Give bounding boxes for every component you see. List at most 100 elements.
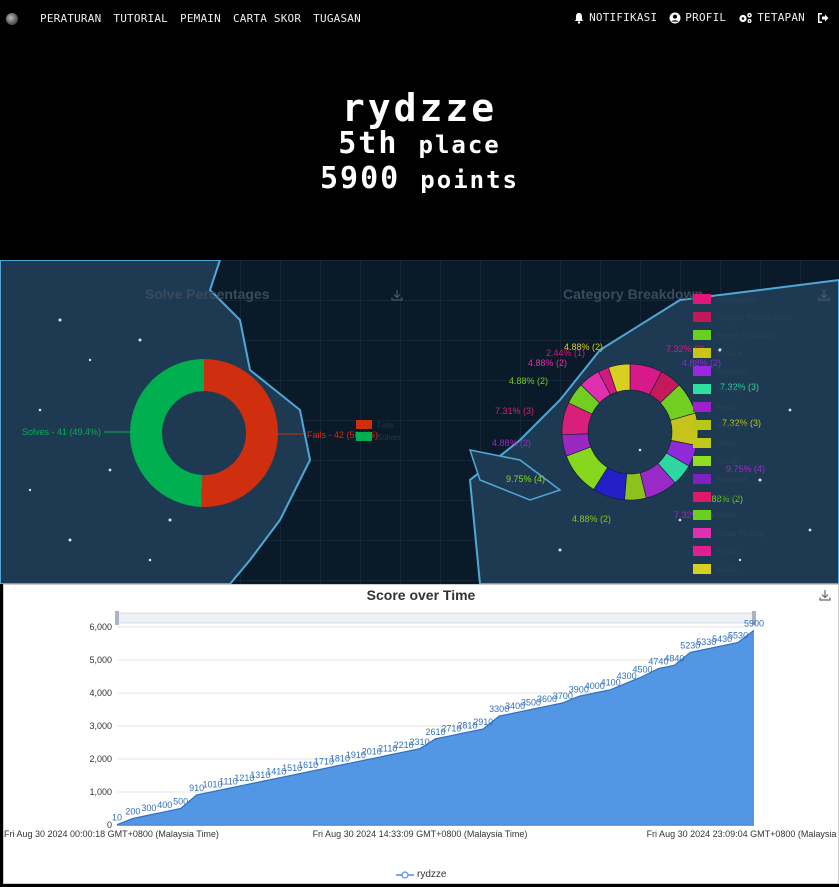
- legend-swatch-category[interactable]: [693, 420, 711, 430]
- pie-slice-fails[interactable]: [201, 359, 279, 507]
- nav-link-pemain[interactable]: PEMAIN: [180, 12, 221, 25]
- cogs-icon: [739, 12, 753, 23]
- legend-label-category: Wilayah Persekutuan: [716, 313, 792, 322]
- data-label: 4500: [633, 665, 653, 675]
- logo-icon[interactable]: [6, 13, 18, 25]
- legend-swatch-category[interactable]: [693, 474, 711, 484]
- legend-label-category: Kedah: [716, 493, 739, 502]
- legend-swatch-category[interactable]: [693, 402, 711, 412]
- data-label: 1910: [346, 750, 366, 760]
- notifications-label: NOTIFIKASI: [589, 11, 658, 24]
- legend-swatch-category[interactable]: [693, 384, 711, 394]
- legend-label-category: Sabah: [716, 565, 739, 574]
- place-word: place: [418, 131, 501, 159]
- data-label: 2910: [473, 717, 493, 727]
- legend-label-category: Negeri Sembilan: [716, 331, 775, 340]
- nav-right: NOTIFIKASI PROFIL TETAPAN: [573, 11, 829, 24]
- player-name: rydzze: [341, 86, 498, 130]
- legend-swatch-category[interactable]: [693, 366, 711, 376]
- logout-link[interactable]: [817, 12, 829, 24]
- data-label: 5900: [744, 618, 764, 628]
- x-tick-label: Fri Aug 30 2024 23:09:04 GMT+0800 (Malay…: [647, 829, 838, 839]
- legend-swatch-category[interactable]: [693, 456, 711, 466]
- data-label: 300: [141, 803, 156, 813]
- nav-link-tutorial[interactable]: TUTORIAL: [113, 12, 168, 25]
- legend-swatch-category[interactable]: [693, 348, 711, 358]
- nav-link-tugasan[interactable]: TUGASAN: [313, 12, 361, 25]
- nav-link-carta-skor[interactable]: CARTA SKOR: [232, 12, 302, 25]
- score-chart-title: Score over Time: [366, 587, 476, 603]
- data-label: 10: [112, 813, 122, 823]
- download-icon[interactable]: [391, 289, 403, 301]
- category-breakdown-title: Category Breakdown: [563, 286, 704, 302]
- legend-series-name: rydzze: [417, 869, 447, 880]
- y-tick-label: 3,000: [89, 721, 112, 731]
- legend-swatch-category[interactable]: [693, 492, 711, 502]
- data-label: 400: [157, 800, 172, 810]
- zoom-handle-right[interactable]: [752, 611, 756, 625]
- legend-swatch-category[interactable]: [693, 312, 711, 322]
- nav-links: PERATURAN TUTORIAL PEMAIN CARTA SKOR TUG…: [40, 12, 361, 25]
- user-circle-icon: [669, 12, 681, 23]
- pie-slice-solves[interactable]: [130, 359, 204, 507]
- data-label: 3300: [489, 704, 509, 714]
- sign-out-icon: [818, 12, 829, 23]
- legend-label-category: Perak: [716, 403, 738, 412]
- data-label: 200: [125, 806, 140, 816]
- solve-percentages-chart: Fails - 42 (50.6%) Solves - 41 (49.4%) Fai…: [22, 359, 401, 507]
- data-label: 1210: [234, 773, 254, 783]
- points-number: 5900: [319, 161, 401, 196]
- zoom-handle-left[interactable]: [115, 611, 119, 625]
- profile-link[interactable]: PROFIL: [669, 11, 726, 24]
- settings-link[interactable]: TETAPAN: [738, 11, 805, 24]
- score-over-time-panel: Score over Time 0 1,000 2,000 3,000 4,000 5,0…: [3, 584, 839, 884]
- notifications-link[interactable]: NOTIFIKASI: [573, 11, 657, 24]
- y-tick-label: 5,000: [89, 655, 112, 665]
- legend-label-solves: Solves: [377, 433, 401, 442]
- pie-label-category: 4.88% (2): [564, 342, 603, 352]
- data-label: 2710: [441, 724, 461, 734]
- legend-label-category: Pulau Pinang: [716, 529, 764, 538]
- points-word: points: [420, 166, 519, 194]
- data-label: 910: [189, 783, 204, 793]
- zoom-slider[interactable]: [116, 612, 755, 624]
- score-legend[interactable]: rydzze: [396, 869, 446, 880]
- data-label: 2210: [394, 740, 414, 750]
- data-label: 1710: [314, 757, 334, 767]
- legend-swatch-category[interactable]: [693, 528, 711, 538]
- legend-swatch-category[interactable]: [693, 294, 711, 304]
- download-icon[interactable]: [818, 289, 830, 301]
- player-hero: rydzze 5th place 5900 points: [0, 38, 839, 260]
- data-label: 3400: [505, 701, 525, 711]
- navbar: PERATURAN TUTORIAL PEMAIN CARTA SKOR TUG…: [0, 0, 839, 38]
- data-label: 4300: [617, 671, 637, 681]
- data-label: 2810: [457, 720, 477, 730]
- legend-swatch-category[interactable]: [693, 330, 711, 340]
- data-label: 2610: [425, 727, 445, 737]
- data-label: 2310: [410, 737, 430, 747]
- legend-swatch-category[interactable]: [693, 438, 711, 448]
- pie-label-category: 2.44% (1): [546, 348, 585, 358]
- settings-label: TETAPAN: [757, 11, 805, 24]
- legend-swatch-fails[interactable]: [356, 420, 372, 429]
- data-label: 4840: [664, 653, 684, 663]
- data-label: 5530: [728, 631, 748, 641]
- nav-link-peraturan[interactable]: PERATURAN: [40, 12, 102, 25]
- data-label: 3600: [537, 694, 557, 704]
- data-label: 4100: [601, 678, 621, 688]
- x-tick-label: Fri Aug 30 2024 14:33:09 GMT+0800 (Malay…: [313, 829, 528, 839]
- data-label: 3700: [553, 691, 573, 701]
- legend-swatch-category[interactable]: [693, 564, 711, 574]
- data-label: 1610: [298, 760, 318, 770]
- pie-slice-category-15[interactable]: [608, 363, 631, 393]
- legend-label-category: Johor: [716, 439, 736, 448]
- legend-swatch-category[interactable]: [693, 546, 711, 556]
- legend-swatch-solves[interactable]: [356, 432, 372, 441]
- data-label: 5330: [696, 637, 716, 647]
- stats-panel: Solve Percentages Fails - 42 (50.6%) Solv…: [0, 260, 839, 584]
- data-label: 1510: [282, 763, 302, 773]
- player-place: 5th place: [0, 126, 839, 161]
- legend-swatch-category[interactable]: [693, 510, 711, 520]
- pie-label-category: 7.32% (3): [722, 418, 761, 428]
- download-icon[interactable]: [819, 589, 831, 601]
